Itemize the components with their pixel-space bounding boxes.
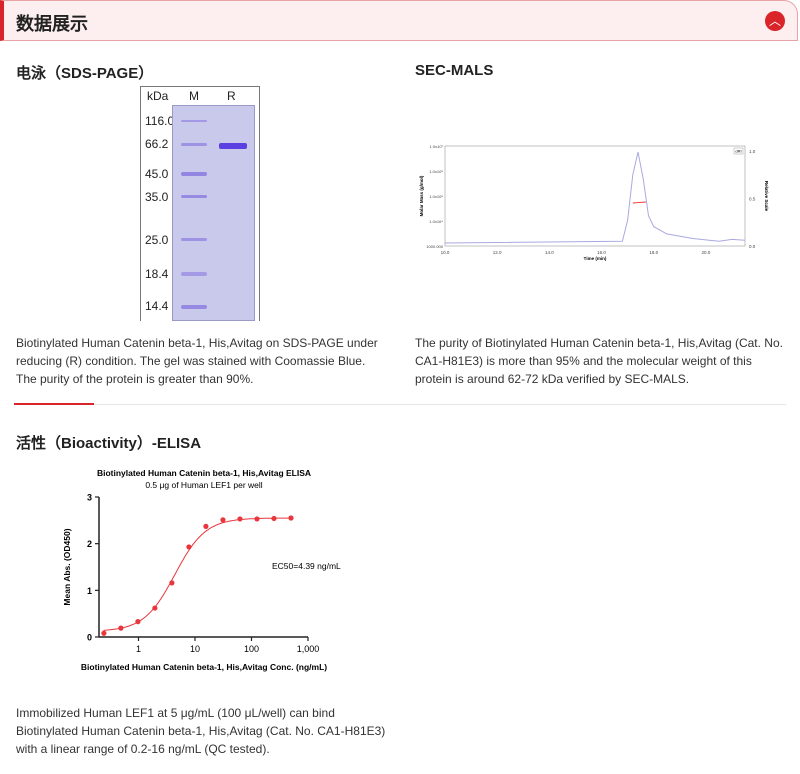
x-tick-label: 10 — [190, 644, 200, 654]
marker-band — [181, 120, 207, 122]
chart-title: Biotinylated Human Catenin beta-1, His,A… — [97, 468, 311, 478]
y-tick-label: 3 — [87, 493, 92, 503]
legend-box — [733, 147, 744, 155]
y2-tick-label: 1.0 — [749, 149, 756, 154]
data-point — [220, 517, 226, 523]
gel-lanes — [172, 105, 255, 321]
x-axis-label: Time (min) — [584, 256, 607, 261]
bioactivity-description: Immobilized Human LEF1 at 5 μg/mL (100 μ… — [16, 706, 386, 756]
y-tick-label: 1.0x10⁶ — [429, 169, 443, 174]
sds-page-gel-image: kDa M R 116.0 66.2 45.0 35.0 25.0 18.4 1… — [140, 86, 260, 321]
y-axis-label: Mean Abs. (OD450) — [62, 528, 72, 605]
y-tick-label: 1000.000 — [426, 244, 443, 249]
gel-lane-label: R — [227, 89, 236, 103]
marker-band — [181, 305, 207, 309]
y2-axis-label: Relative Scale — [764, 181, 769, 212]
data-point — [237, 516, 243, 522]
sec-mals-chart: 10.0 12.0 14.0 16.0 18.0 20.0 1000.000 1.0x10⁴ 1… — [419, 144, 769, 261]
marker-label: 25.0 — [145, 233, 169, 247]
x-tick-label: 1,000 — [297, 644, 320, 654]
data-point — [203, 523, 209, 529]
section-header: 数据展示 ︿ — [0, 0, 798, 41]
marker-label: 66.2 — [145, 137, 169, 151]
section-title: 数据展示 — [16, 14, 88, 34]
marker-label: 18.4 — [145, 267, 169, 281]
marker-label: 14.4 — [145, 299, 169, 313]
gel-unit-label: kDa — [147, 89, 169, 103]
chart-subtitle: 0.5 μg of Human LEF1 per well — [145, 480, 262, 490]
marker-label: 35.0 — [145, 190, 169, 204]
data-point — [118, 625, 124, 631]
x-tick-label: 1 — [136, 644, 141, 654]
x-tick-label: 12.0 — [493, 250, 502, 255]
y-tick-label: 1.0x10⁵ — [429, 194, 443, 199]
marker-band — [181, 272, 207, 276]
y2-tick-label: 0.5 — [749, 197, 756, 202]
x-tick-label: 18.0 — [649, 250, 658, 255]
data-point — [152, 605, 158, 611]
legend-label: dRI — [735, 149, 741, 154]
data-point — [101, 630, 107, 636]
sec-mals-title: SEC-MALS — [415, 62, 494, 79]
data-point — [169, 580, 175, 586]
sec-mals-description: The purity of Biotinylated Human Catenin… — [415, 336, 783, 386]
data-point — [288, 515, 294, 521]
marker-band — [181, 195, 207, 198]
data-point — [254, 516, 260, 522]
marker-band — [181, 172, 207, 176]
divider-accent — [14, 403, 94, 405]
y-tick-label: 1 — [87, 586, 92, 596]
y-tick-label: 0 — [87, 633, 92, 643]
x-tick-label: 100 — [244, 644, 259, 654]
data-point — [135, 619, 141, 625]
dri-trace — [444, 151, 746, 244]
x-tick-label: 14.0 — [545, 250, 554, 255]
y-tick-label: 1.0x10⁴ — [429, 219, 443, 224]
marker-label: 45.0 — [145, 167, 169, 181]
fit-curve — [103, 517, 291, 631]
x-tick-label: 10.0 — [441, 250, 450, 255]
sample-band — [219, 143, 247, 149]
y-tick-label: 2 — [87, 539, 92, 549]
data-point — [186, 544, 192, 550]
molar-mass-trace — [632, 201, 646, 204]
y-axis-label: Molar Mass (g/mol) — [419, 175, 424, 216]
marker-label: 116.0 — [145, 114, 175, 128]
sds-page-description: Biotinylated Human Catenin beta-1, His,A… — [16, 336, 378, 386]
x-tick-label: 16.0 — [597, 250, 606, 255]
gel-lane-label: M — [189, 89, 199, 103]
marker-band — [181, 143, 207, 146]
chevron-up-icon: ︿ — [768, 14, 781, 28]
sds-page-title: 电泳（SDS-PAGE） — [16, 65, 154, 82]
elisa-chart: Biotinylated Human Catenin beta-1, His,A… — [62, 468, 341, 672]
x-axis-label: Biotinylated Human Catenin beta-1, His,A… — [81, 662, 327, 672]
plot-frame — [444, 145, 746, 247]
ec50-annotation: EC50=4.39 ng/mL — [272, 561, 341, 571]
data-point — [271, 515, 277, 522]
bioactivity-title: 活性（Bioactivity）-ELISA — [16, 435, 202, 452]
y2-tick-label: 0.0 — [749, 244, 756, 249]
marker-band — [181, 238, 207, 241]
collapse-button[interactable]: ︿ — [765, 11, 785, 31]
x-tick-label: 20.0 — [701, 250, 710, 255]
divider — [14, 404, 786, 405]
y-tick-label: 1.0x10⁷ — [430, 144, 444, 149]
